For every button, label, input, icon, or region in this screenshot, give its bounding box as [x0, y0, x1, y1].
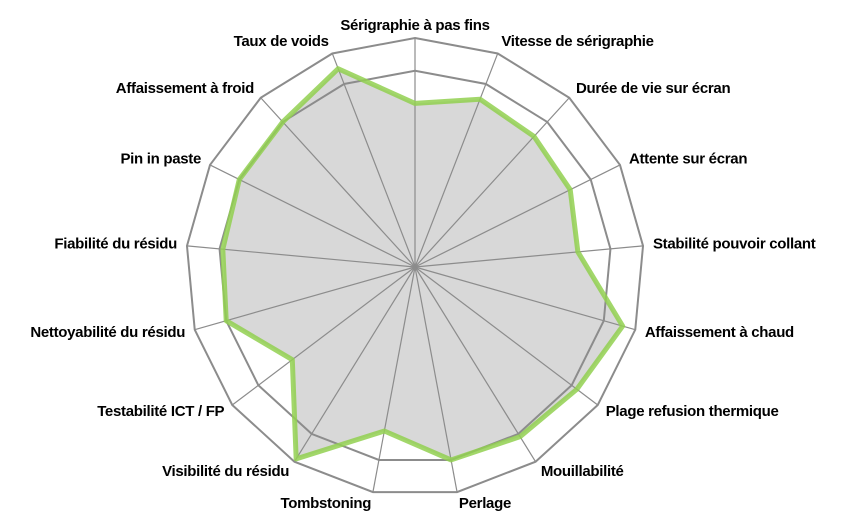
category-label: Pin in paste	[120, 151, 201, 168]
spoke	[372, 266, 416, 493]
spoke	[414, 245, 644, 268]
spoke	[414, 266, 458, 493]
spoke	[260, 97, 416, 268]
category-label: Affaissement à froid	[116, 80, 254, 97]
spoke	[231, 266, 416, 406]
category-label: Durée de vie sur écran	[576, 80, 730, 97]
category-label: Testabilité ICT / FP	[97, 403, 224, 420]
spoke	[331, 53, 416, 268]
spoke	[293, 266, 416, 463]
spoke	[209, 164, 416, 268]
spoke	[414, 97, 570, 268]
category-label: Sérigraphie à pas fins	[340, 17, 489, 34]
category-label: Plage refusion thermique	[606, 403, 779, 420]
spoke	[414, 266, 599, 406]
spoke	[194, 266, 416, 331]
category-label: Mouillabilité	[541, 463, 624, 480]
spoke	[414, 266, 537, 463]
category-label: Attente sur écran	[629, 151, 747, 168]
category-label: Fiabilité du résidu	[54, 236, 177, 253]
grid-ring	[185, 36, 645, 494]
category-label: Taux de voids	[234, 33, 329, 50]
category-label: Affaissement à chaud	[645, 324, 794, 341]
category-label: Vitesse de sérigraphie	[501, 33, 653, 50]
category-label: Visibilité du résidu	[162, 463, 289, 480]
category-label: Tombstoning	[281, 495, 372, 512]
category-label: Stabilité pouvoir collant	[653, 236, 816, 253]
spoke	[414, 266, 636, 331]
spoke	[414, 53, 499, 268]
category-label: Perlage	[459, 495, 511, 512]
category-label: Nettoyabilité du résidu	[30, 324, 185, 341]
spoke	[414, 164, 621, 268]
radar-line	[220, 66, 626, 463]
